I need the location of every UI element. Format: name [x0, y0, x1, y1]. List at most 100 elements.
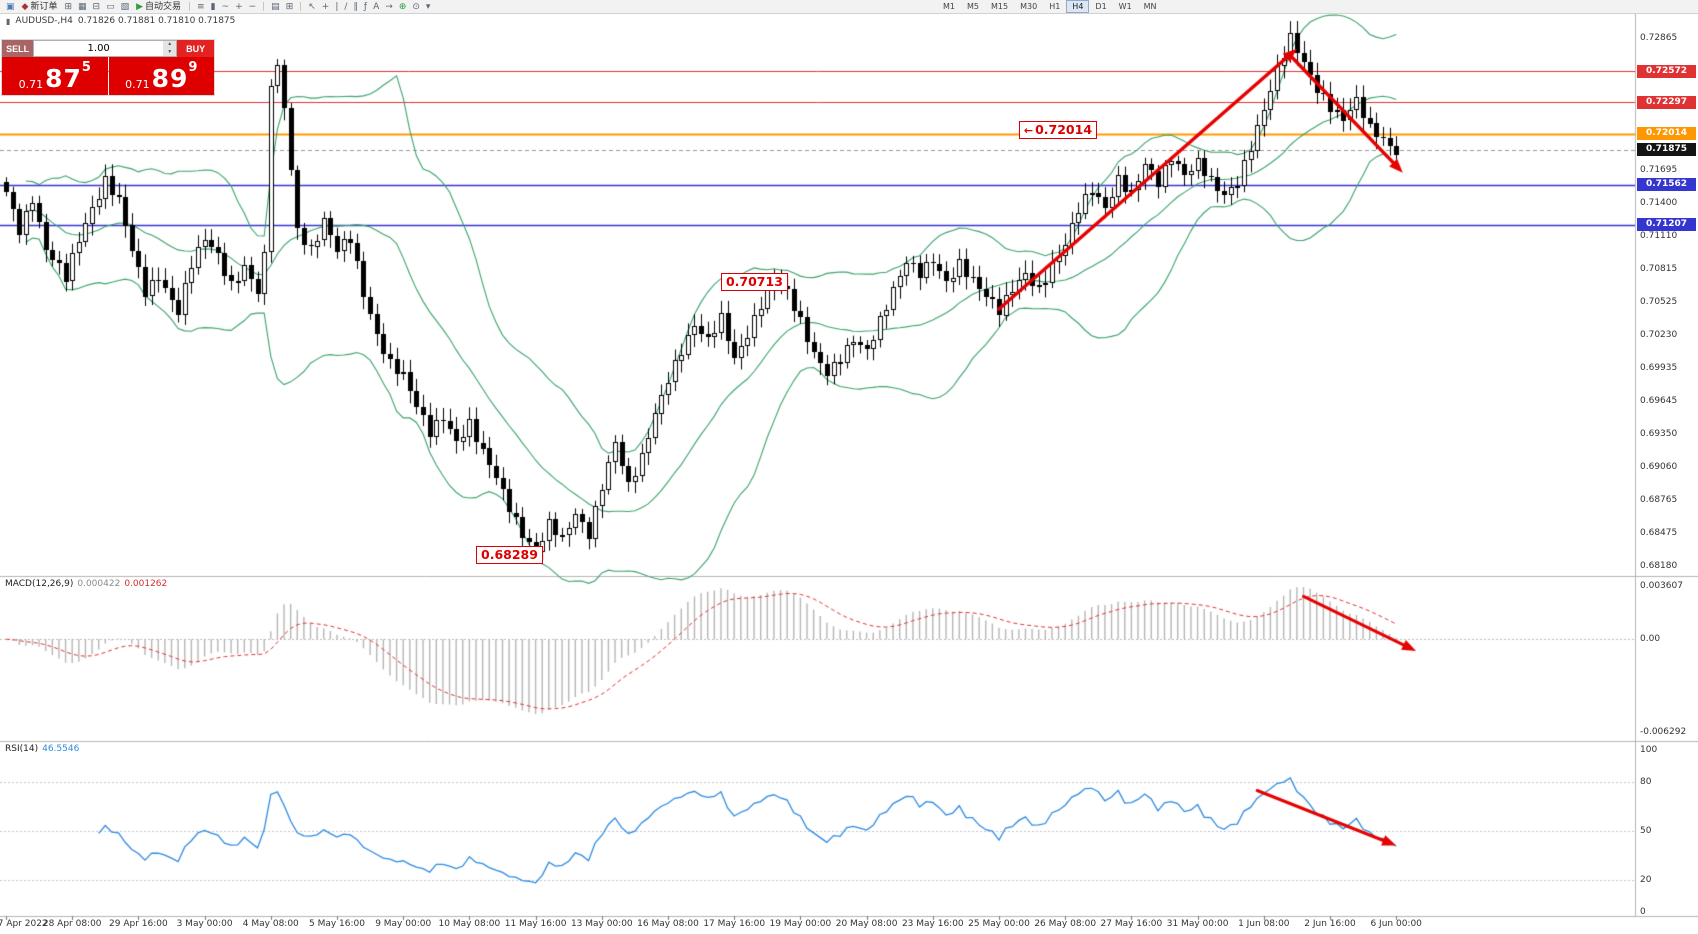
- timeframe-button-h4[interactable]: H4: [1066, 0, 1090, 13]
- cursor-icon[interactable]: ↖: [308, 1, 316, 13]
- market-watch-icon-glyph: ⊞: [64, 1, 72, 12]
- sell-price-button[interactable]: 0.71 87 5: [2, 57, 108, 95]
- zoom-out-icon[interactable]: −: [249, 1, 257, 13]
- price-annotation-0.68289[interactable]: 0.68289: [476, 545, 543, 564]
- timeframe-button-m15[interactable]: M15: [991, 2, 1009, 11]
- price-axis-tick: 0.68765: [1640, 495, 1678, 506]
- zoom-in-icon[interactable]: +: [235, 1, 243, 13]
- crosshair-icon[interactable]: +: [322, 1, 330, 13]
- strategy-tester-icon-glyph: ▧: [120, 1, 130, 12]
- line-chart-icon[interactable]: ~: [222, 1, 230, 13]
- volume-spin-down-button[interactable]: ▼: [163, 48, 177, 56]
- periods-icon[interactable]: ⊙: [412, 1, 420, 13]
- trade-panel-prices: 0.71 87 5 0.71 89 9: [2, 57, 214, 95]
- data-window-icon[interactable]: ▦: [78, 1, 87, 13]
- tile-windows-icon-glyph: ▤: [271, 1, 280, 12]
- date-label: 16 May 08:00: [637, 919, 699, 929]
- auto-trading-button[interactable]: ▶ 自动交易: [136, 1, 181, 13]
- date-label: 1 Jun 08:00: [1238, 919, 1290, 929]
- price-axis-tick: 0.71400: [1640, 198, 1678, 209]
- macd-value-2: 0.001262: [124, 579, 168, 589]
- timeframe-button-m1[interactable]: M1: [943, 2, 955, 11]
- date-label: 28 Apr 08:00: [42, 919, 102, 929]
- arrange-windows-icon[interactable]: ⊞: [286, 1, 294, 13]
- annotation-text: 0.72014: [1035, 121, 1093, 137]
- trade-panel-controls: SELL ▲ ▼ BUY: [2, 40, 214, 57]
- arrows-icon-glyph: →: [385, 1, 393, 12]
- arrows-icon[interactable]: →: [385, 1, 393, 13]
- price-annotation-0.70713[interactable]: 0.70713: [720, 272, 788, 291]
- price-axis-tick: 0.70230: [1640, 329, 1678, 340]
- data-window-icon-glyph: ▦: [78, 1, 87, 12]
- date-label: 27 Apr 2022: [0, 919, 48, 929]
- date-label: 26 May 08:00: [1034, 919, 1097, 929]
- toolbar: ▣ ◆ 新订单 ⊞ ▦ ⊟ ▭ ▧ ▶ 自动交易 ≡ ▮ ~ + − ▤ ⊞ ↖ + | / ∥ ƒ A → ⊕ ⊙ ▾ M1 M5 M1…: [0, 0, 1698, 14]
- volume-input[interactable]: [34, 41, 164, 56]
- channel-icon[interactable]: ∥: [353, 1, 358, 13]
- navigator-icon[interactable]: ⊟: [93, 1, 101, 13]
- timeframe-button-mn[interactable]: MN: [1143, 2, 1157, 11]
- rsi-axis-label: 100: [1640, 745, 1658, 755]
- macd-axis-label: 0.003607: [1640, 581, 1683, 591]
- chart-title-symbol: AUDUSD-,H4: [15, 16, 73, 26]
- volume-control: ▲ ▼: [33, 40, 178, 57]
- rsi-indicator-label: RSI(14) 46.5546: [5, 744, 79, 754]
- macd-name: MACD(12,26,9): [5, 579, 74, 589]
- terminal-icon[interactable]: ▭: [106, 1, 115, 13]
- price-axis-tick: 0.71695: [1640, 164, 1678, 175]
- tile-windows-icon[interactable]: ▤: [271, 1, 280, 13]
- timeframe-button-m30[interactable]: M30: [1020, 2, 1038, 11]
- text-icon-glyph: A: [373, 1, 380, 12]
- rsi-value: 46.5546: [42, 744, 80, 754]
- price-axis-tick: 0.72865: [1640, 33, 1678, 43]
- market-watch-icon[interactable]: ⊞: [64, 1, 72, 13]
- trendline-icon[interactable]: /: [344, 1, 347, 13]
- templates-icon[interactable]: ▾: [426, 1, 431, 13]
- timeframe-button-h1[interactable]: H1: [1049, 2, 1061, 11]
- sell-price-big: 87: [45, 64, 82, 93]
- price-annotation-0.72014[interactable]: ← 0.72014: [1018, 120, 1098, 139]
- volume-spin-up-button[interactable]: ▲: [163, 41, 177, 49]
- new-order-button[interactable]: ◆ 新订单: [22, 1, 58, 13]
- price-axis-tag-0.71562: 0.71562: [1637, 178, 1696, 192]
- auto-trading-button-label: 自动交易: [145, 1, 182, 12]
- date-label: 19 May 00:00: [769, 919, 832, 929]
- chart-window-icon: ▮: [6, 16, 11, 26]
- timeframe-button-d1[interactable]: D1: [1095, 2, 1107, 11]
- date-label: 25 May 00:00: [968, 919, 1030, 929]
- navigator-icon-glyph: ⊟: [92, 1, 101, 12]
- timeframe-toolbar: M1 M5 M15 M30 H1 H4 D1 W1 MN: [937, 0, 1163, 13]
- date-label: 6 Jun 00:00: [1370, 919, 1422, 929]
- fibonacci-icon[interactable]: ƒ: [364, 1, 367, 13]
- strategy-tester-icon[interactable]: ▧: [121, 1, 130, 13]
- buy-button[interactable]: BUY: [177, 40, 214, 57]
- toolbar-separator: [300, 2, 302, 11]
- cursor-icon-glyph: ↖: [308, 1, 316, 12]
- candlestick-chart-icon[interactable]: ▮: [211, 1, 216, 13]
- toolbar-separator: [263, 2, 265, 11]
- zoom-out-icon-glyph: −: [248, 1, 257, 12]
- annotation-text: 0.68289: [481, 546, 538, 562]
- date-label: 4 May 08:00: [242, 919, 299, 929]
- bar-chart-icon[interactable]: ≡: [197, 1, 205, 13]
- sell-button[interactable]: SELL: [2, 40, 34, 57]
- chart-title-ohlc: 0.71826 0.71881 0.71810 0.71875: [77, 16, 236, 26]
- vertical-line-icon-glyph: |: [335, 1, 339, 12]
- price-axis-tag-0.72572: 0.72572: [1637, 64, 1696, 78]
- timeframe-button-w1[interactable]: W1: [1118, 2, 1132, 11]
- text-icon[interactable]: A: [373, 1, 379, 13]
- vertical-line-icon[interactable]: |: [335, 1, 338, 13]
- buy-price-button[interactable]: 0.71 89 9: [108, 57, 214, 95]
- auto-trading-button-glyph: ▶: [136, 1, 144, 12]
- rsi-axis-label: 50: [1640, 826, 1652, 836]
- macd-axis-label: -0.006292: [1640, 727, 1687, 737]
- price-axis-tick: 0.69645: [1640, 395, 1678, 406]
- arrange-windows-icon-glyph: ⊞: [285, 1, 294, 12]
- price-axis-tick: 0.69060: [1640, 461, 1678, 472]
- date-label: 3 May 00:00: [176, 919, 233, 929]
- timeframe-button-m5[interactable]: M5: [967, 2, 979, 11]
- new-chart-icon[interactable]: ▣: [6, 1, 15, 13]
- indicators-icon[interactable]: ⊕: [399, 1, 407, 13]
- chart-title: ▮ AUDUSD-,H4 0.71826 0.71881 0.71810 0.7…: [6, 16, 235, 26]
